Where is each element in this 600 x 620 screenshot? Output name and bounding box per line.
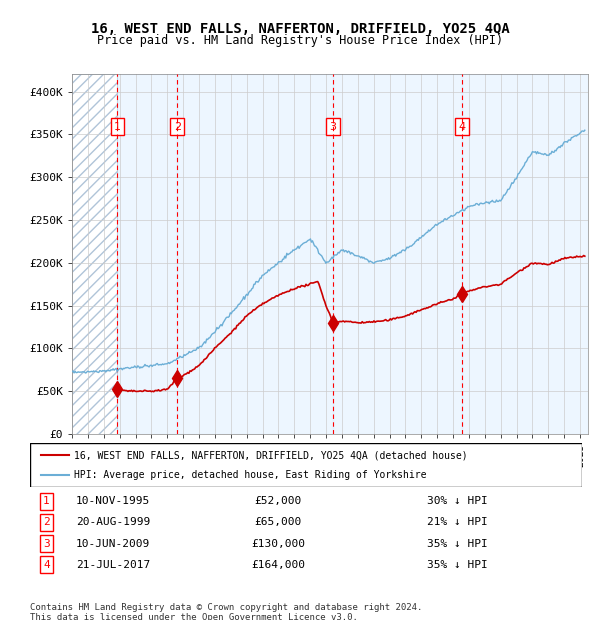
FancyBboxPatch shape [30,443,582,487]
Text: 3: 3 [43,539,50,549]
Bar [333,74,462,434]
Bar [72,74,118,434]
Text: 30% ↓ HPI: 30% ↓ HPI [427,497,488,507]
Text: £164,000: £164,000 [251,560,305,570]
Text: This data is licensed under the Open Government Licence v3.0.: This data is licensed under the Open Gov… [30,613,358,620]
Text: 35% ↓ HPI: 35% ↓ HPI [427,539,488,549]
Bar [462,74,588,434]
Text: 2: 2 [43,518,50,528]
Text: 21% ↓ HPI: 21% ↓ HPI [427,518,488,528]
Bar [72,74,118,434]
Text: 10-JUN-2009: 10-JUN-2009 [76,539,150,549]
Text: 21-JUL-2017: 21-JUL-2017 [76,560,150,570]
Text: 4: 4 [458,122,466,131]
Text: 35% ↓ HPI: 35% ↓ HPI [427,560,488,570]
Text: 20-AUG-1999: 20-AUG-1999 [76,518,150,528]
Text: HPI: Average price, detached house, East Riding of Yorkshire: HPI: Average price, detached house, East… [74,469,427,479]
Text: 1: 1 [43,497,50,507]
Text: £52,000: £52,000 [255,497,302,507]
Text: 16, WEST END FALLS, NAFFERTON, DRIFFIELD, YO25 4QA (detached house): 16, WEST END FALLS, NAFFERTON, DRIFFIELD… [74,451,468,461]
Text: 4: 4 [43,560,50,570]
Text: 10-NOV-1995: 10-NOV-1995 [76,497,150,507]
Text: Price paid vs. HM Land Registry's House Price Index (HPI): Price paid vs. HM Land Registry's House … [97,34,503,47]
Text: Contains HM Land Registry data © Crown copyright and database right 2024.: Contains HM Land Registry data © Crown c… [30,603,422,612]
Text: 2: 2 [174,122,181,131]
Text: 16, WEST END FALLS, NAFFERTON, DRIFFIELD, YO25 4QA: 16, WEST END FALLS, NAFFERTON, DRIFFIELD… [91,22,509,36]
Text: £130,000: £130,000 [251,539,305,549]
Bar [177,74,333,434]
Text: £65,000: £65,000 [255,518,302,528]
Text: 3: 3 [329,122,337,131]
Text: 1: 1 [114,122,121,131]
Bar [118,74,177,434]
